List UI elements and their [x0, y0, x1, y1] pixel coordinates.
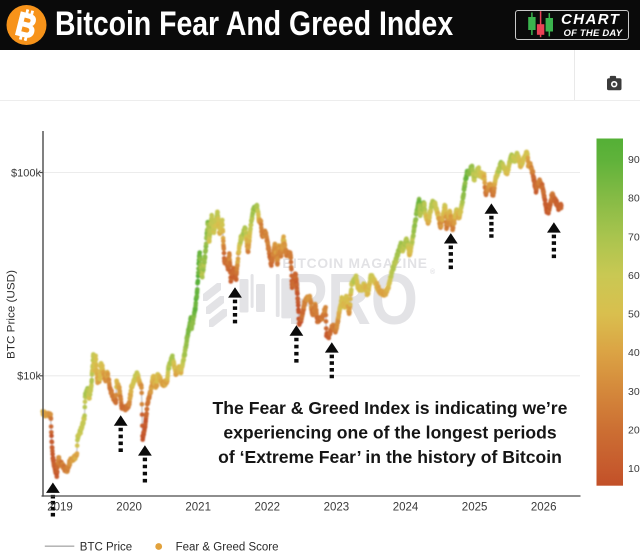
svg-text:BTC Price (USD): BTC Price (USD) — [5, 270, 17, 359]
svg-text:®: ® — [430, 268, 436, 276]
svg-text:experiencing one of the longes: experiencing one of the longest periods — [223, 422, 557, 442]
svg-text:Fear & Greed Score: Fear & Greed Score — [176, 541, 279, 553]
svg-text:of ‘Extreme Fear’ in the histo: of ‘Extreme Fear’ in the history of Bitc… — [218, 447, 562, 467]
svg-text:2024: 2024 — [393, 502, 419, 514]
svg-text:2025: 2025 — [462, 502, 488, 514]
svg-text:90: 90 — [628, 154, 640, 166]
svg-text:The Fear & Greed Index is indi: The Fear & Greed Index is indicating we’… — [213, 398, 568, 418]
svg-text:20: 20 — [628, 425, 640, 437]
svg-text:2023: 2023 — [324, 502, 350, 514]
svg-text:2019: 2019 — [47, 502, 73, 514]
svg-text:70: 70 — [628, 231, 640, 243]
svg-text:40: 40 — [628, 347, 640, 359]
svg-text:60: 60 — [628, 270, 640, 282]
svg-text:$10k: $10k — [17, 371, 41, 383]
svg-text:80: 80 — [628, 193, 640, 205]
svg-text:$100k: $100k — [11, 167, 41, 179]
svg-text:2021: 2021 — [185, 502, 211, 514]
svg-text:2026: 2026 — [531, 502, 557, 514]
svg-text:2020: 2020 — [116, 502, 142, 514]
svg-text:50: 50 — [628, 309, 640, 321]
svg-text:2022: 2022 — [255, 502, 281, 514]
svg-text:10: 10 — [628, 463, 640, 475]
svg-text:BTC Price: BTC Price — [80, 541, 132, 553]
svg-text:30: 30 — [628, 386, 640, 398]
